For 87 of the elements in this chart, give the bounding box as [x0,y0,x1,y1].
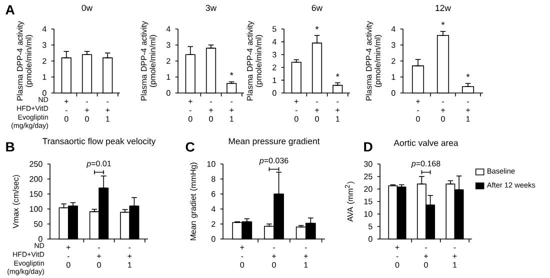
y-tick-label: 10 [364,211,372,217]
annotation: * [315,26,319,30]
y-tick-label: 1 [166,74,170,80]
y-tick-label: 1 [42,74,46,80]
y-tick-label: 0 [211,236,216,242]
y-tick-label: 100 [30,206,42,212]
annotation: p=0.036 [259,158,288,165]
x-tick-label: - + 0 [441,102,445,122]
y-tick-label: 0 [272,90,276,96]
annotation: * [441,22,445,26]
x-tick-label: - + 0 [209,102,213,122]
text: D [364,142,372,152]
y-tick-label: 200 [30,176,42,182]
y-tick-label: 4 [211,206,216,212]
y-tick-label: 0 [42,90,46,96]
annotation: * [336,73,340,77]
y-axis-title: Plasma DPP-4 activity (pmole/min/ml) [366,21,382,100]
y-tick-label: 1 [392,74,396,80]
y-tick-label: 3 [272,52,276,58]
y-axis-title: AVA (mm$^{2}$) [344,182,355,222]
text: B [6,142,14,152]
y-tick-label: 5 [272,26,276,32]
x-tick-label: + - 0 [294,99,298,122]
y-tick-label: 2 [272,64,276,70]
annotation: p=0.168 [411,160,440,168]
x-tick-label: - + 1 [452,248,457,268]
y-tick-label: 0 [38,236,42,242]
chart-title: 12w [436,4,451,11]
x-tick-label: - + 1 [304,248,308,268]
chart-title: 6w [312,4,323,11]
y-tick-label: 0 [368,236,372,242]
x-tick-label: - + 1 [336,102,340,122]
chart-title: Transaortic flow peak velocity [42,138,156,146]
y-axis-title: Mean gradiet (mmHg) [190,162,198,240]
y-axis-title: Plasma DPP-4 activity (pmole/min/ml) [140,21,158,100]
chart-title: 0w [82,4,93,11]
y-tick-label: 30 [364,161,372,167]
annotation: * [230,72,234,76]
y-tick-label: 0 [166,90,170,96]
x-tick-label: - + 0 [424,248,428,268]
x-tick-label: + - 0 [188,99,192,122]
x-tick-label: + - 0 [240,245,244,268]
y-tick-label: 6 [212,191,216,197]
x-tick-label: + - 0 [66,245,70,268]
chart-title: Mean pressure gradient [228,138,320,146]
y-tick-label: 25 [364,174,372,180]
y-tick-label: 2 [42,58,46,64]
y-axis-title: Plasma DPP-4 activity (pmole/min/ml) [246,21,264,100]
y-tick-label: 20 [364,186,372,192]
x-tick-label: + - 0 [64,99,68,122]
x-tick-label: - + 1 [128,248,132,268]
x-tick-label: - + 1 [466,102,470,122]
y-axis-title: Vmax (cm/sec) [12,175,20,228]
y-tick-label: 4 [391,26,396,32]
y-tick-label: 250 [30,161,42,167]
y-tick-label: 150 [30,191,42,197]
y-tick-label: 2 [392,58,396,64]
y-tick-label: 3 [42,42,46,48]
x-tick-label: + - 0 [416,99,420,122]
y-tick-label: 50 [34,221,42,227]
y-tick-label: 4 [166,26,170,32]
y-tick-label: 0 [391,90,396,96]
annotation: * [466,74,470,78]
y-tick-label: 1 [272,77,276,83]
x-tick-label: - + 0 [97,248,101,268]
chart-title: 3w [206,4,217,11]
y-axis-title: Plasma DPP-4 activity (pmole/min/ml) [16,21,34,100]
y-tick-label: 2 [166,58,170,64]
x-tick-label: - + 0 [315,102,319,122]
text: C [186,142,195,152]
x-tick-label: - + 0 [85,102,89,122]
x-tick-label: + - 0 [395,245,400,268]
x-tick-label: - + 0 [272,248,276,268]
y-tick-label: 3 [391,42,396,48]
y-tick-label: 5 [368,224,372,230]
y-tick-label: 15 [364,198,372,204]
x-tick-label: - + 1 [106,102,110,122]
y-tick-label: 10 [207,161,216,167]
y-tick-label: 4 [272,39,276,45]
y-tick-label: 8 [212,176,216,182]
chart-title: Aortic valve area [394,140,458,146]
y-tick-label: 4 [42,26,46,32]
annotation: p=0.01 [86,160,111,168]
y-tick-label: 3 [166,42,170,48]
x-tick-label: - + 1 [230,102,234,122]
y-tick-label: 2 [212,221,216,227]
text: A [6,5,15,14]
